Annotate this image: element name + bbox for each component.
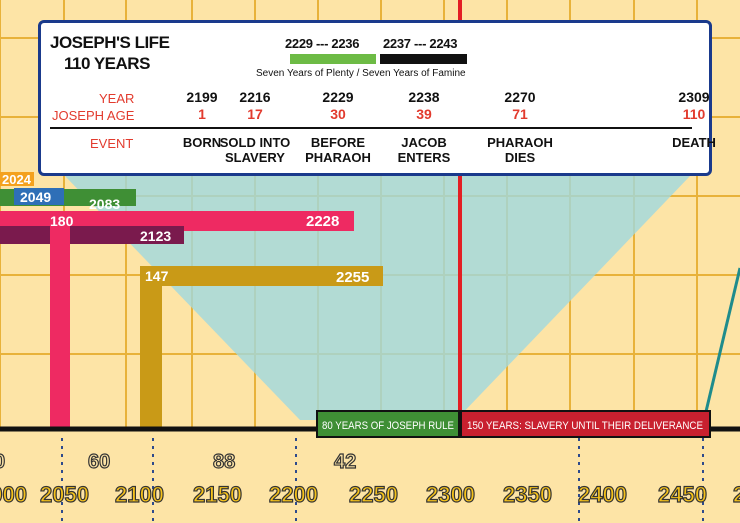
seven-years-caption: Seven Years of Plenty / Seven Years of F… bbox=[256, 68, 466, 79]
life-bar-gold-start-label: 147 bbox=[145, 268, 169, 284]
milestone-year: 2216 bbox=[239, 89, 271, 105]
life-bar-gold bbox=[140, 266, 383, 286]
age-row-label: JOSEPH AGE bbox=[52, 108, 135, 123]
milestone-age: 39 bbox=[416, 106, 432, 122]
age-label: 0 bbox=[0, 451, 5, 473]
axis-year-label: 2400 bbox=[578, 482, 627, 507]
event-row-label: EVENT bbox=[90, 136, 134, 151]
card-divider-line bbox=[50, 127, 692, 129]
famine-bar bbox=[380, 54, 467, 64]
milestone-event-line1: BEFORE bbox=[310, 135, 366, 150]
life-bar-pink-end-label: 2228 bbox=[306, 213, 339, 230]
milestone-event-line1: SOLD INTO bbox=[219, 135, 291, 150]
joseph-life-card: JOSEPH'S LIFE 110 YEARS 2229 --- 2236 22… bbox=[38, 20, 716, 176]
milestone-year: 2229 bbox=[322, 89, 354, 105]
life-bar-pink-drop bbox=[50, 211, 70, 428]
age-label: 88 bbox=[213, 451, 235, 473]
milestone-event-line1: JACOB bbox=[401, 135, 447, 150]
axis-year-label: 2300 bbox=[426, 482, 475, 507]
plenty-bar bbox=[290, 54, 376, 64]
life-bar-maroon-pink-overlap bbox=[50, 226, 70, 244]
life-bar-maroon-end-label: 2123 bbox=[140, 228, 171, 244]
milestone-age: 1 bbox=[198, 106, 206, 122]
plenty-range: 2229 --- 2236 bbox=[285, 36, 360, 51]
axis-dashed-ticks bbox=[61, 438, 704, 523]
life-bar-2024 bbox=[0, 172, 34, 186]
life-bar-maroon bbox=[0, 226, 184, 244]
milestone-column: 2270 71 PHARAOH DIES bbox=[485, 23, 555, 173]
milestone-event-line2: DIES bbox=[504, 150, 536, 165]
card-title-line2: 110 YEARS bbox=[64, 54, 150, 73]
life-bar-green-start-box bbox=[14, 188, 64, 205]
axis-year-label: 2200 bbox=[269, 482, 318, 507]
life-bar-2024-start-label: 2024 bbox=[2, 172, 32, 187]
milestone-event-line2: ENTERS bbox=[397, 150, 451, 165]
life-bar-gold-end-label: 2255 bbox=[336, 269, 369, 286]
milestone-age: 110 bbox=[682, 106, 706, 122]
axis-year-label: 2250 bbox=[349, 482, 398, 507]
milestone-column: 2199 1 BORN bbox=[167, 23, 237, 173]
axis-year-label: 2 bbox=[733, 482, 740, 507]
life-bar-gold-drop bbox=[140, 266, 162, 428]
age-label: 42 bbox=[334, 451, 356, 473]
axis-band bbox=[0, 428, 740, 523]
milestone-column: 2229 30 BEFORE PHARAOH bbox=[303, 23, 373, 173]
joseph-rule-cone bbox=[65, 176, 690, 420]
famine-range: 2237 --- 2243 bbox=[383, 36, 458, 51]
milestone-age: 17 bbox=[247, 106, 263, 122]
descendants-line bbox=[702, 267, 740, 421]
milestone-event-line2: PHARAOH bbox=[305, 150, 371, 165]
card-title-line1: JOSEPH'S LIFE bbox=[50, 33, 170, 52]
axis-year-label: 2050 bbox=[40, 482, 89, 507]
axis-year-label: 2150 bbox=[193, 482, 242, 507]
life-bar-green-start-label: 2049 bbox=[20, 189, 51, 205]
slavery-label: 150 YEARS: SLAVERY UNTIL THEIR DELIVERAN… bbox=[467, 420, 703, 432]
axis-year-label: 2350 bbox=[503, 482, 552, 507]
joseph-rule-label: 80 YEARS OF JOSEPH RULE bbox=[322, 420, 454, 432]
milestone-year: 2270 bbox=[504, 89, 536, 105]
year-row-label: YEAR bbox=[99, 91, 135, 106]
milestone-column: 2238 39 JACOB ENTERS bbox=[389, 23, 459, 173]
milestone-year: 2238 bbox=[408, 89, 440, 105]
axis-year-label: 2000 bbox=[0, 482, 27, 507]
milestone-year: 2309 bbox=[678, 89, 710, 105]
milestone-age: 71 bbox=[512, 106, 528, 122]
axis-year-label: 2450 bbox=[658, 482, 707, 507]
milestone-column: 2309 110 DEATH bbox=[659, 23, 729, 173]
age-labels: 0 60 88 42 bbox=[0, 450, 357, 473]
life-bar-green-end-label: 2083 bbox=[89, 196, 120, 212]
milestone-event-line1: PHARAOH bbox=[487, 135, 553, 150]
joseph-rule-box bbox=[316, 410, 460, 438]
slavery-box bbox=[460, 410, 711, 438]
milestone-year: 2199 bbox=[186, 89, 218, 105]
milestone-column: 2216 17 SOLD INTO SLAVERY bbox=[220, 23, 291, 173]
milestone-event-line1: DEATH bbox=[672, 135, 716, 150]
milestone-age: 30 bbox=[330, 106, 346, 122]
milestone-event-line2: SLAVERY bbox=[225, 150, 285, 165]
age-label: 60 bbox=[88, 451, 110, 473]
axis-year-labels: 2000 2050 2100 2150 2200 2250 2300 2350 2400 2450… bbox=[0, 481, 740, 507]
axis-year-label: 2100 bbox=[115, 482, 164, 507]
milestone-event-line1: BORN bbox=[182, 135, 222, 150]
life-bar-pink-start-label: 180 bbox=[50, 213, 74, 229]
